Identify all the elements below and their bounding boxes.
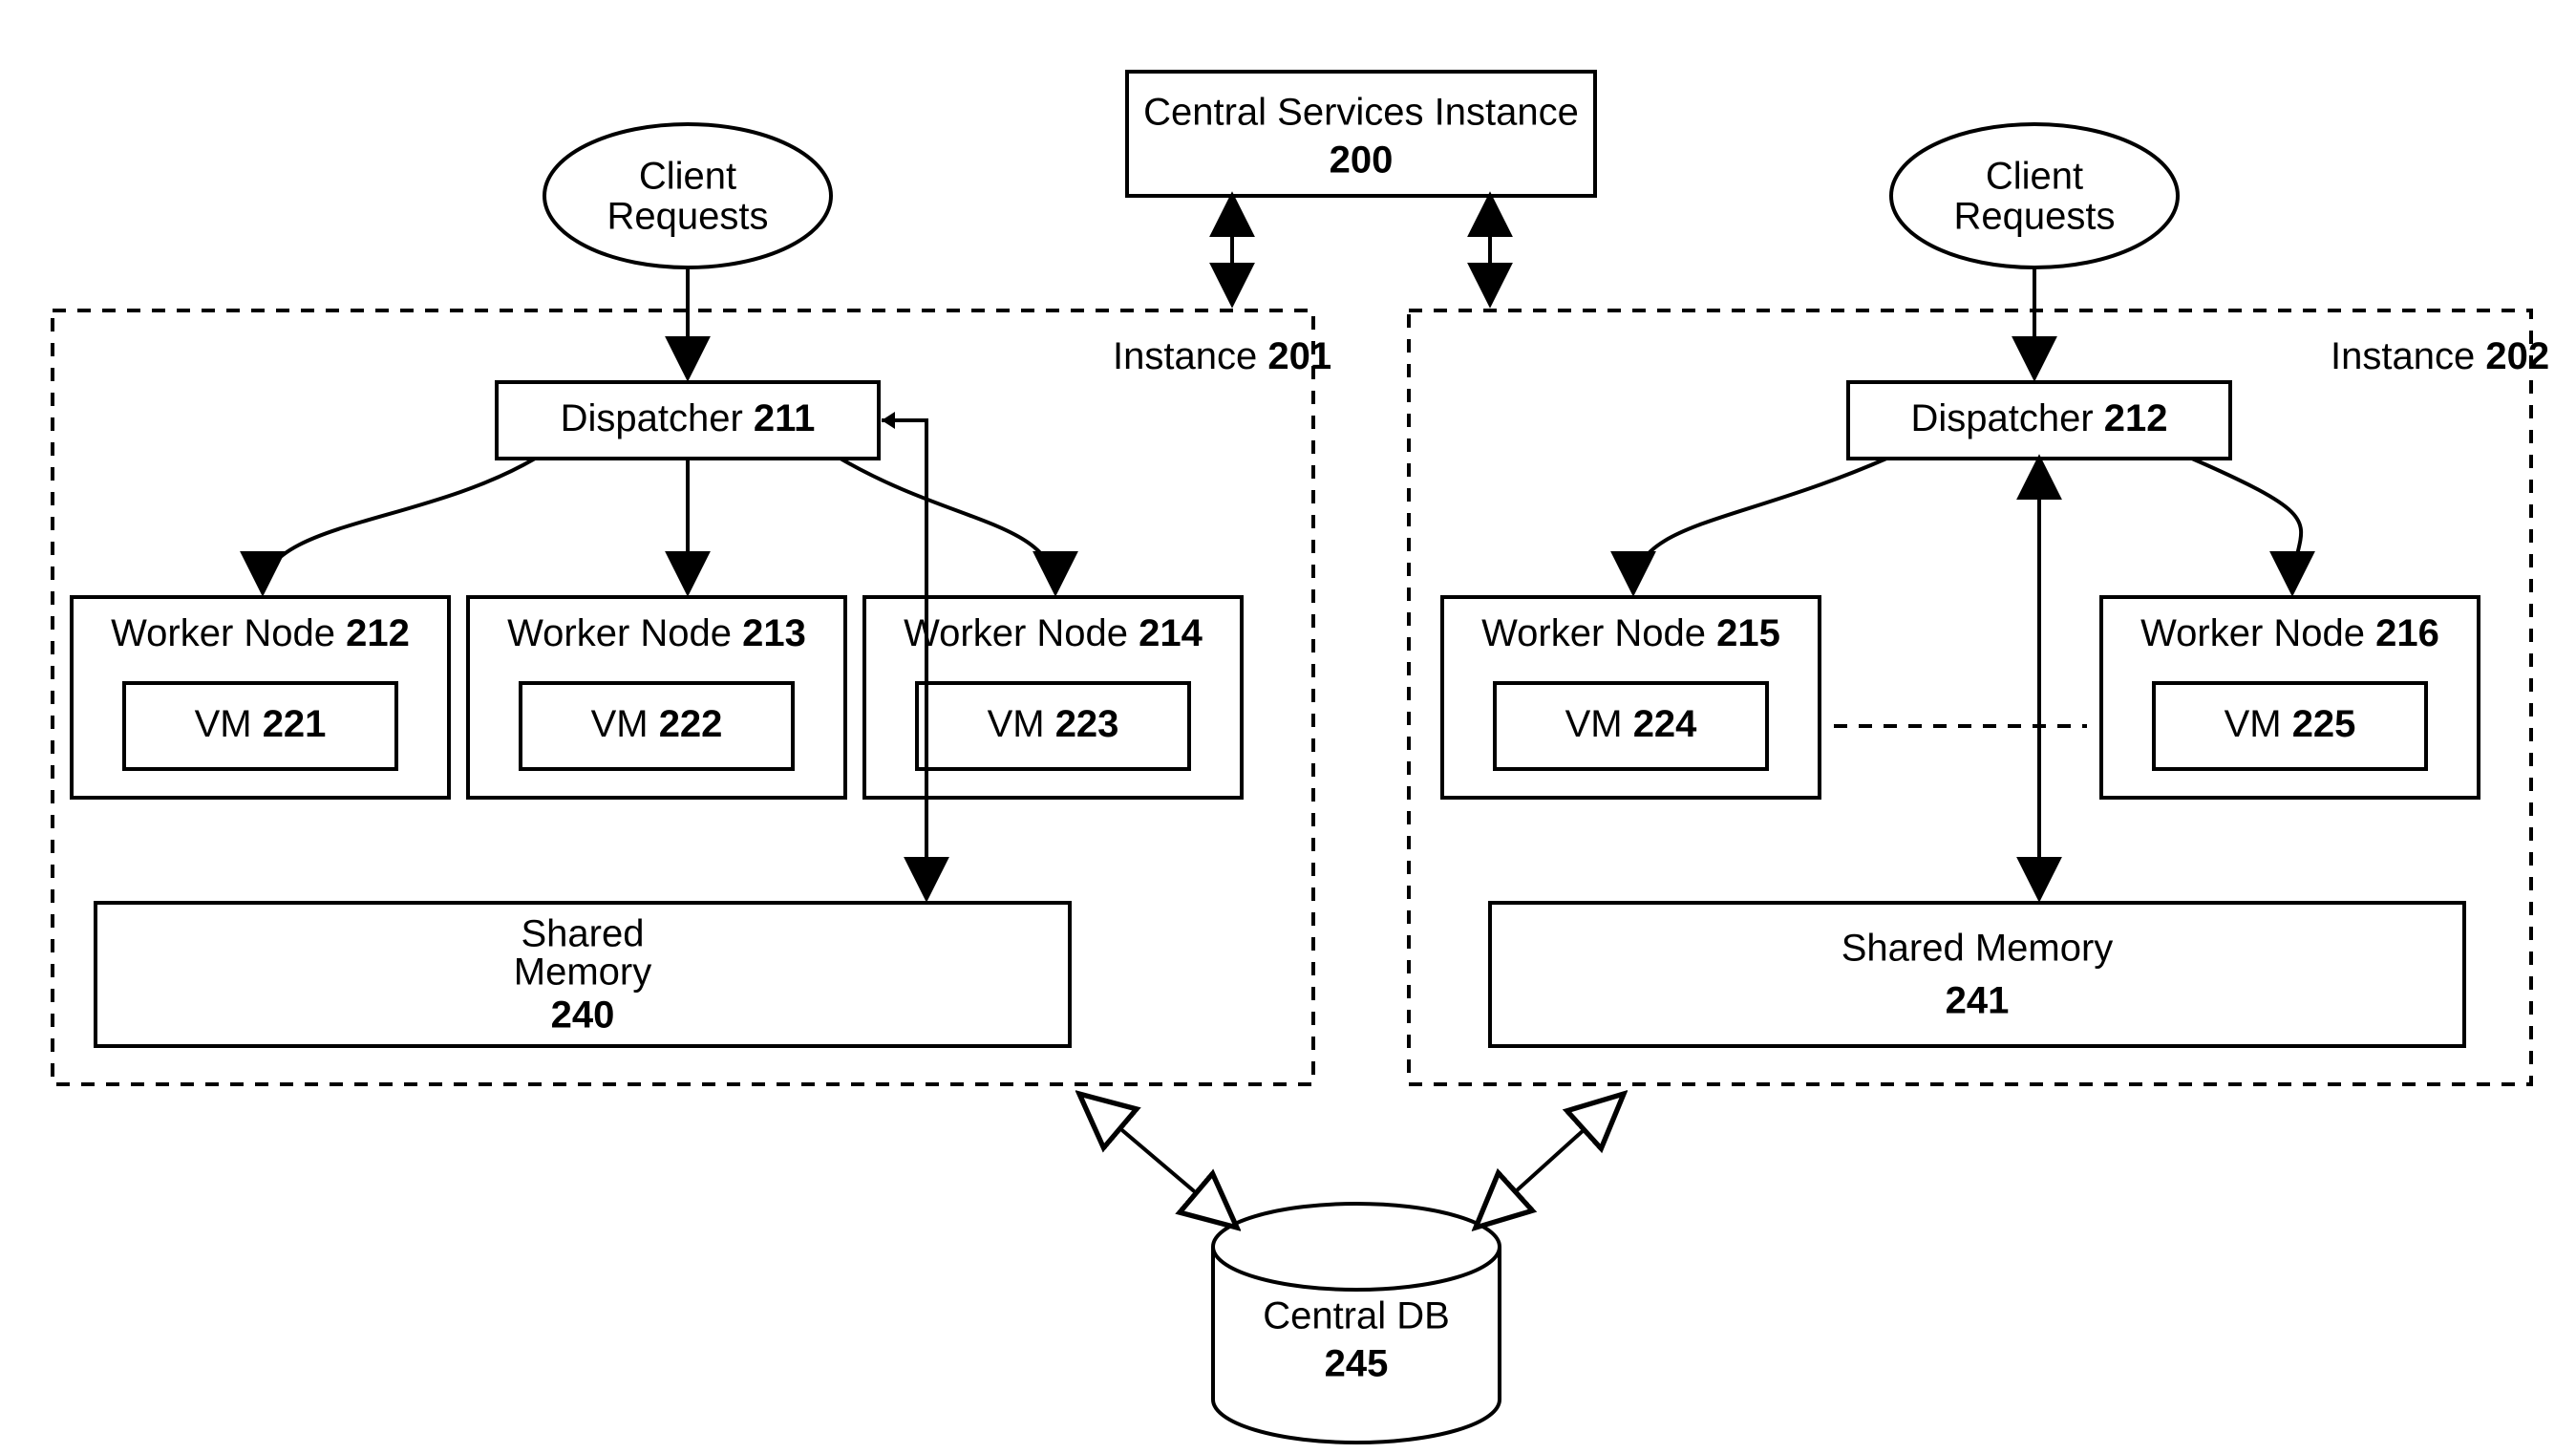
central-db-label: Central DB: [1263, 1295, 1450, 1337]
shared-memory-241: [1490, 903, 2464, 1046]
central-services-title: Central Services Instance: [1143, 92, 1579, 134]
central-db-num: 245: [1325, 1343, 1389, 1385]
worker-node-213-label: Worker Node 213: [507, 612, 806, 654]
dispatcher-212-label: Dispatcher 212: [1910, 397, 2167, 439]
worker-node-212-vm-label: VM 221: [195, 703, 327, 745]
central-services-num: 200: [1330, 139, 1394, 182]
dispatcher-211-label: Dispatcher 211: [561, 397, 816, 439]
worker-node-214-label: Worker Node 214: [904, 612, 1203, 654]
worker-node-215-label: Worker Node 215: [1481, 612, 1780, 654]
worker-node-216-label: Worker Node 216: [2140, 612, 2439, 654]
instance-202-label: Instance 202: [2331, 335, 2549, 377]
svg-text:Client: Client: [1986, 156, 2083, 198]
svg-text:Requests: Requests: [607, 196, 769, 238]
worker-node-216-vm-label: VM 225: [2225, 703, 2356, 745]
architecture-diagram: Central Services Instance200ClientReques…: [0, 0, 2576, 1454]
worker-node-214-vm-label: VM 223: [988, 703, 1119, 745]
svg-text:241: 241: [1946, 980, 2010, 1022]
worker-node-212-label: Worker Node 212: [111, 612, 410, 654]
worker-node-213-vm-label: VM 222: [591, 703, 723, 745]
svg-text:Client: Client: [639, 156, 736, 198]
svg-text:Shared Memory: Shared Memory: [1842, 928, 2114, 970]
svg-text:Requests: Requests: [1954, 196, 2116, 238]
worker-node-215-vm-label: VM 224: [1565, 703, 1698, 745]
instance-201-label: Instance 201: [1113, 335, 1331, 377]
svg-text:Shared: Shared: [522, 913, 645, 955]
svg-text:Memory: Memory: [514, 952, 651, 994]
svg-text:240: 240: [551, 994, 615, 1037]
